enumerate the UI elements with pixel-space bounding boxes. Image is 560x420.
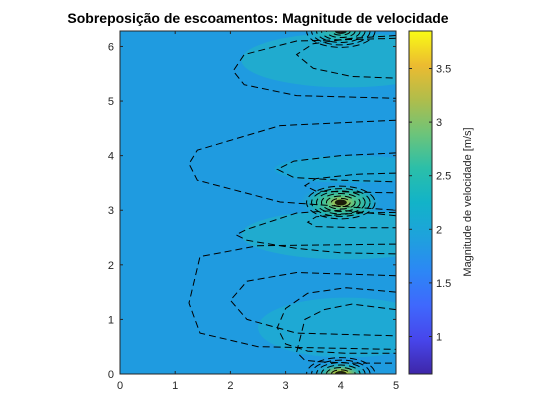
- y-tick-label: 2: [108, 260, 114, 272]
- singularity-core: [334, 199, 347, 206]
- x-tick-label: 0: [117, 380, 123, 392]
- field-band: [274, 155, 396, 183]
- colorbar: [408, 30, 433, 375]
- contour-ring: [311, 31, 371, 46]
- singularity-blob: [302, 31, 380, 48]
- contour-ring: [311, 359, 371, 374]
- field-band: [241, 32, 396, 88]
- colorbar-tick-label: 2.5: [436, 171, 451, 183]
- colorbar-tick-label: 3: [436, 117, 442, 129]
- y-tick-label: 3: [108, 205, 114, 217]
- contour-line: [229, 271, 396, 337]
- colorbar-tick-label: 2: [436, 224, 442, 236]
- colorbar-tick-label: 1: [436, 331, 442, 343]
- field-band: [258, 297, 396, 358]
- contour-ring: [325, 195, 356, 210]
- y-tick-label: 1: [108, 314, 114, 326]
- contour-line: [188, 119, 396, 211]
- contour-ring: [306, 185, 376, 220]
- contour-line: [232, 37, 396, 99]
- contour-ring: [320, 192, 361, 213]
- x-tick-label: 1: [172, 380, 178, 392]
- x-tick-label: 4: [338, 380, 344, 392]
- x-axis: 0 1 2 3 4 5: [117, 31, 399, 392]
- x-tick-label: 2: [227, 380, 233, 392]
- x-tick-label: 3: [283, 380, 289, 392]
- contour-ring: [325, 31, 356, 39]
- contour-line: [188, 243, 396, 350]
- colorbar-label: Magnitude de velocidade [m/s]: [462, 127, 474, 276]
- y-tick-label: 0: [108, 369, 114, 381]
- x-tick-label: 5: [393, 380, 399, 392]
- contour-line: [276, 152, 396, 183]
- contour-line: [306, 211, 396, 229]
- y-tick-label: 5: [108, 96, 114, 108]
- y-tick-label: 4: [108, 151, 114, 163]
- contour-line: [303, 172, 396, 194]
- contour-ring: [316, 190, 366, 215]
- colorbar-tick-label: 3.5: [436, 64, 451, 76]
- field-band: [241, 210, 396, 260]
- contour-ring: [320, 31, 361, 41]
- colorbar-tick-label: 1.5: [436, 278, 451, 290]
- contour-line: [234, 209, 396, 255]
- y-axis: 0 1 2 3 4 5 6: [108, 41, 396, 381]
- contour-ring: [316, 31, 366, 43]
- contour-ring: [330, 197, 351, 208]
- chart-title: Sobreposição de escoamentos: Magnitude d…: [67, 10, 448, 26]
- plot-area: [120, 31, 396, 374]
- plot-frame: [119, 30, 397, 375]
- contour-ring: [311, 188, 371, 217]
- y-tick-label: 6: [108, 41, 114, 53]
- colorbar-ticks: 1 1.5 2 2.5 3 3.5: [409, 64, 451, 343]
